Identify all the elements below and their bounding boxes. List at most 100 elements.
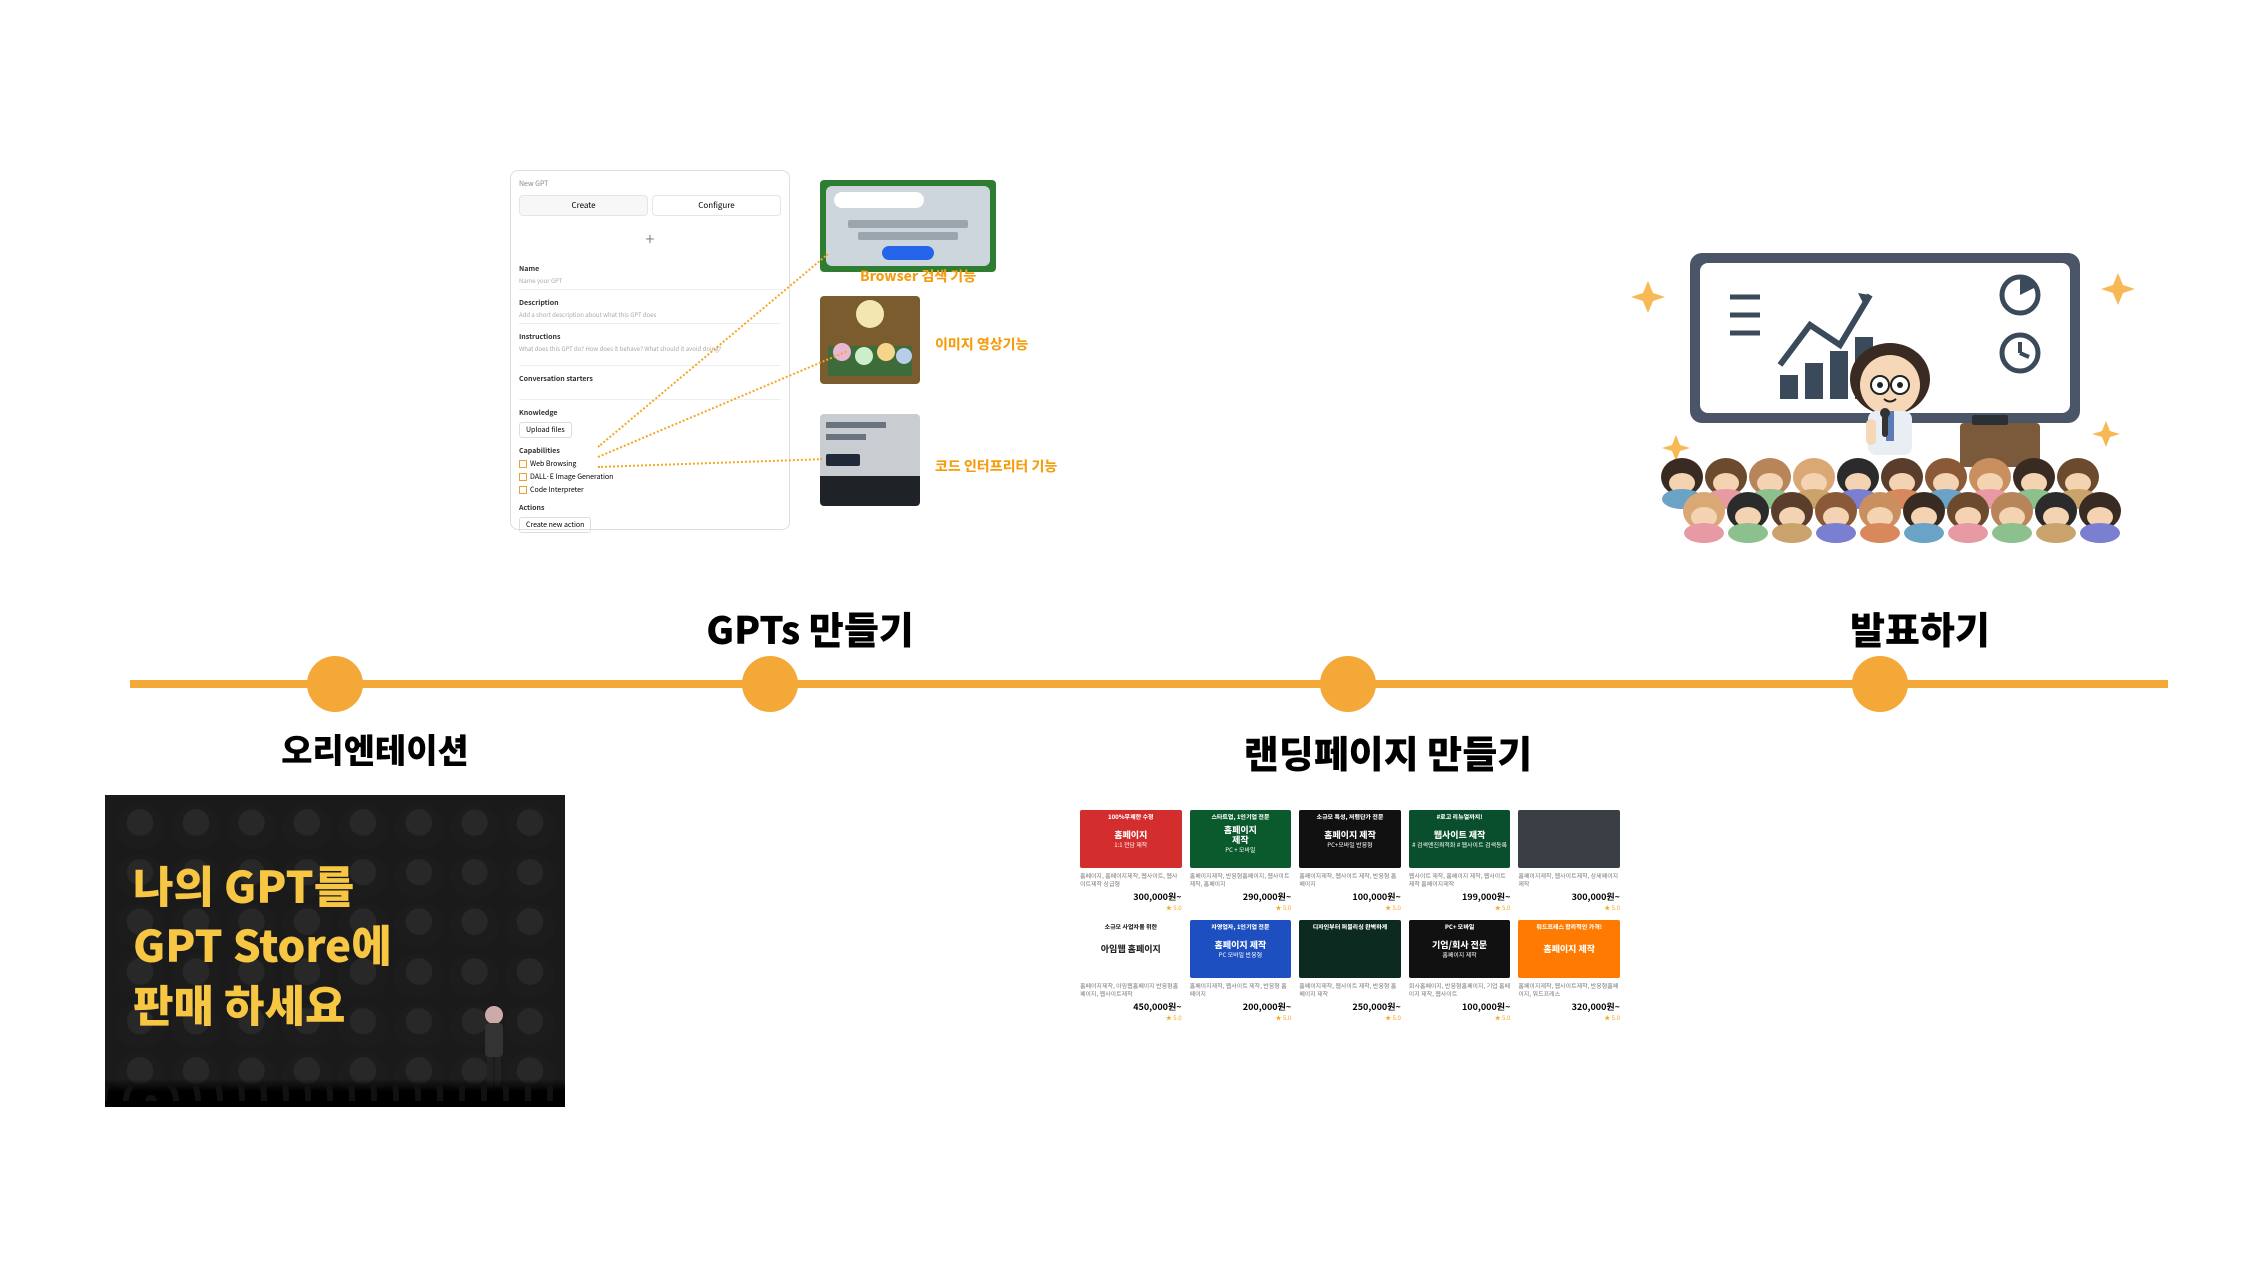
card-ribbon: #로고 리뉴얼까지! xyxy=(1409,813,1511,820)
card-rating: ★ 5.0 xyxy=(1190,903,1292,912)
timeline-node-1 xyxy=(742,656,798,712)
orientation-text: 나의 GPT를 GPT Store에 판매 하세요 xyxy=(133,855,537,1033)
card-desc: 홈페이지제작, 아임웹홈페이지 반응형홈페이지, 웹사이트제작 xyxy=(1080,982,1182,998)
capability-row-1: DALL·E Image Generation xyxy=(519,472,781,482)
card-title: 홈페이지 제작 xyxy=(1224,825,1257,847)
card-price: 450,000원~ xyxy=(1080,1000,1182,1013)
sec-instr: Instructions xyxy=(519,332,781,342)
card-thumb: 스타트업, 1인기업 전문홈페이지 제작PC + 모바일 xyxy=(1190,810,1292,868)
card-thumb: #로고 리뉴얼까지!웹사이트 제작# 검색엔진최적화 # 웹사이트 검색등록 xyxy=(1409,810,1511,868)
timeline-label-1: GPTs 만들기 xyxy=(630,600,990,655)
card-ribbon: 워드프레스 합리적인 가격! xyxy=(1518,923,1620,930)
card-desc: 홈페이지제작, 웹사이트 제작, 반응형 홈페이지 xyxy=(1299,872,1401,888)
card-rating: ★ 5.0 xyxy=(1518,903,1620,912)
checkbox-icon xyxy=(519,473,527,481)
orient-line1: 나의 GPT를 xyxy=(133,855,537,914)
tab-configure: Configure xyxy=(652,195,781,216)
feature-label-2: 코드 인터프리터 기능 xyxy=(935,456,1057,476)
card-rating: ★ 5.0 xyxy=(1518,1013,1620,1022)
card-price: 290,000원~ xyxy=(1190,890,1292,903)
code-feature-thumb xyxy=(820,414,920,506)
card-price: 250,000원~ xyxy=(1299,1000,1401,1013)
feature-label-0: Browser 검색 기능 xyxy=(860,266,976,286)
create-action: Create new action xyxy=(519,517,591,533)
card-thumb: 100%무제한 수정홈페이지1:1 전담 제작 xyxy=(1080,810,1182,868)
card-price: 100,000원~ xyxy=(1409,1000,1511,1013)
card-sub: PC+모바일 반응형 xyxy=(1327,841,1372,848)
card-rating: ★ 5.0 xyxy=(1080,1013,1182,1022)
starters-field xyxy=(519,386,781,400)
card-sub: # 검색엔진최적화 # 웹사이트 검색등록 xyxy=(1412,841,1507,848)
card-ribbon: 100%무제한 수정 xyxy=(1080,813,1182,820)
timeline-node-3 xyxy=(1852,656,1908,712)
image-feature-thumb xyxy=(820,296,920,384)
orient-line2: GPT Store에 xyxy=(133,914,537,973)
sec-actions: Actions xyxy=(519,503,781,513)
timeline-node-2 xyxy=(1320,656,1376,712)
card-ribbon: 스타트업, 1인기업 전문 xyxy=(1190,813,1292,820)
landing-page-grid: 100%무제한 수정홈페이지1:1 전담 제작홈페이지, 홈페이지제작, 웹사이… xyxy=(1080,810,1620,1022)
card-thumb xyxy=(1518,810,1620,868)
upload-btn: Upload files xyxy=(519,422,572,438)
card-price: 300,000원~ xyxy=(1518,890,1620,903)
card-ribbon: 소규모 특성, 저렴단가 전문 xyxy=(1299,813,1401,820)
orientation-image: 나의 GPT를 GPT Store에 판매 하세요 xyxy=(105,795,565,1107)
feature-label-1: 이미지 영상기능 xyxy=(935,334,1028,354)
card-ribbon: 자영업자, 1인기업 전문 xyxy=(1190,923,1292,930)
card-ribbon: 소규모 사업자를 위한 xyxy=(1080,923,1182,930)
card-thumb: 디자인부터 퍼블리싱 완벽하게 xyxy=(1299,920,1401,978)
card-sub: 1:1 전담 제작 xyxy=(1114,841,1147,848)
card-sub: 홈페이지 제작 xyxy=(1442,951,1476,958)
timeline-label-2: 랜딩페이지 만들기 xyxy=(1208,724,1568,779)
orientation-crowd xyxy=(105,1079,565,1107)
card-desc: 홈페이지, 홈페이지제작, 웹사이트, 웹사이트제작 상급형 xyxy=(1080,872,1182,888)
card-thumb: 자영업자, 1인기업 전문홈페이지 제작PC 모바일 반응형 xyxy=(1190,920,1292,978)
checkbox-icon xyxy=(519,460,527,468)
timeline-node-0 xyxy=(307,656,363,712)
sec-starters: Conversation starters xyxy=(519,374,781,384)
add-plus-icon: + xyxy=(519,226,781,250)
timeline-label-3: 발표하기 xyxy=(1740,600,2100,655)
presentation-illustration xyxy=(1620,225,2150,545)
card-rating: ★ 5.0 xyxy=(1299,903,1401,912)
landing-card-7: 디자인부터 퍼블리싱 완벽하게홈페이지제작, 웹사이트 제작, 반응형 홈페이지… xyxy=(1299,920,1401,1022)
card-desc: 홈페이지제작, 웹사이트제작, 반응형홈페이지, 워드프레스 xyxy=(1518,982,1620,998)
panel-title: New GPT xyxy=(519,179,781,189)
card-title: 홈페이지 제작 xyxy=(1543,944,1595,955)
card-title: 아임웹 홈페이지 xyxy=(1101,944,1161,955)
sec-cap: Capabilities xyxy=(519,446,781,456)
sec-knowledge: Knowledge xyxy=(519,408,781,418)
card-desc: 홈페이지제작, 웹사이트 제작, 반응형 홈페이지 xyxy=(1190,982,1292,998)
capability-label: Web Browsing xyxy=(530,459,576,469)
card-ribbon: PC+ 모바일 xyxy=(1409,923,1511,930)
card-price: 100,000원~ xyxy=(1299,890,1401,903)
card-rating: ★ 5.0 xyxy=(1080,903,1182,912)
card-thumb: 워드프레스 합리적인 가격! 홈페이지 제작 xyxy=(1518,920,1620,978)
landing-card-3: #로고 리뉴얼까지!웹사이트 제작# 검색엔진최적화 # 웹사이트 검색등록웹사… xyxy=(1409,810,1511,912)
capability-label: DALL·E Image Generation xyxy=(530,472,613,482)
tab-create: Create xyxy=(519,195,648,216)
card-price: 320,000원~ xyxy=(1518,1000,1620,1013)
card-price: 300,000원~ xyxy=(1080,890,1182,903)
orient-line3: 판매 하세요 xyxy=(133,974,537,1033)
browser-feature-thumb xyxy=(820,180,996,272)
card-desc: 홈페이지제작, 웹사이트제작, 상세페이지 제작 xyxy=(1518,872,1620,888)
card-thumb: 소규모 사업자를 위한아임웹 홈페이지 xyxy=(1080,920,1182,978)
panel-tabs: Create Configure xyxy=(519,195,781,216)
instr-field: What does this GPT do? How does it behav… xyxy=(519,344,781,366)
sec-name: Name xyxy=(519,264,781,274)
capability-label: Code Interpreter xyxy=(530,485,584,495)
landing-card-4: 홈페이지제작, 웹사이트제작, 상세페이지 제작 300,000원~★ 5.0 xyxy=(1518,810,1620,912)
card-price: 200,000원~ xyxy=(1190,1000,1292,1013)
landing-card-2: 소규모 특성, 저렴단가 전문홈페이지 제작PC+모바일 반응형홈페이지제작, … xyxy=(1299,810,1401,912)
sec-desc: Description xyxy=(519,298,781,308)
card-rating: ★ 5.0 xyxy=(1409,1013,1511,1022)
card-thumb: 소규모 특성, 저렴단가 전문홈페이지 제작PC+모바일 반응형 xyxy=(1299,810,1401,868)
card-desc: 홈페이지제작, 반응형홈페이지, 웹사이트 제작, 홈페이지 xyxy=(1190,872,1292,888)
card-rating: ★ 5.0 xyxy=(1409,903,1511,912)
card-thumb: PC+ 모바일기업/회사 전문홈페이지 제작 xyxy=(1409,920,1511,978)
card-sub: PC + 모바일 xyxy=(1225,846,1255,853)
card-price: 199,000원~ xyxy=(1409,890,1511,903)
card-rating: ★ 5.0 xyxy=(1299,1013,1401,1022)
landing-card-9: 워드프레스 합리적인 가격! 홈페이지 제작홈페이지제작, 웹사이트제작, 반응형… xyxy=(1518,920,1620,1022)
